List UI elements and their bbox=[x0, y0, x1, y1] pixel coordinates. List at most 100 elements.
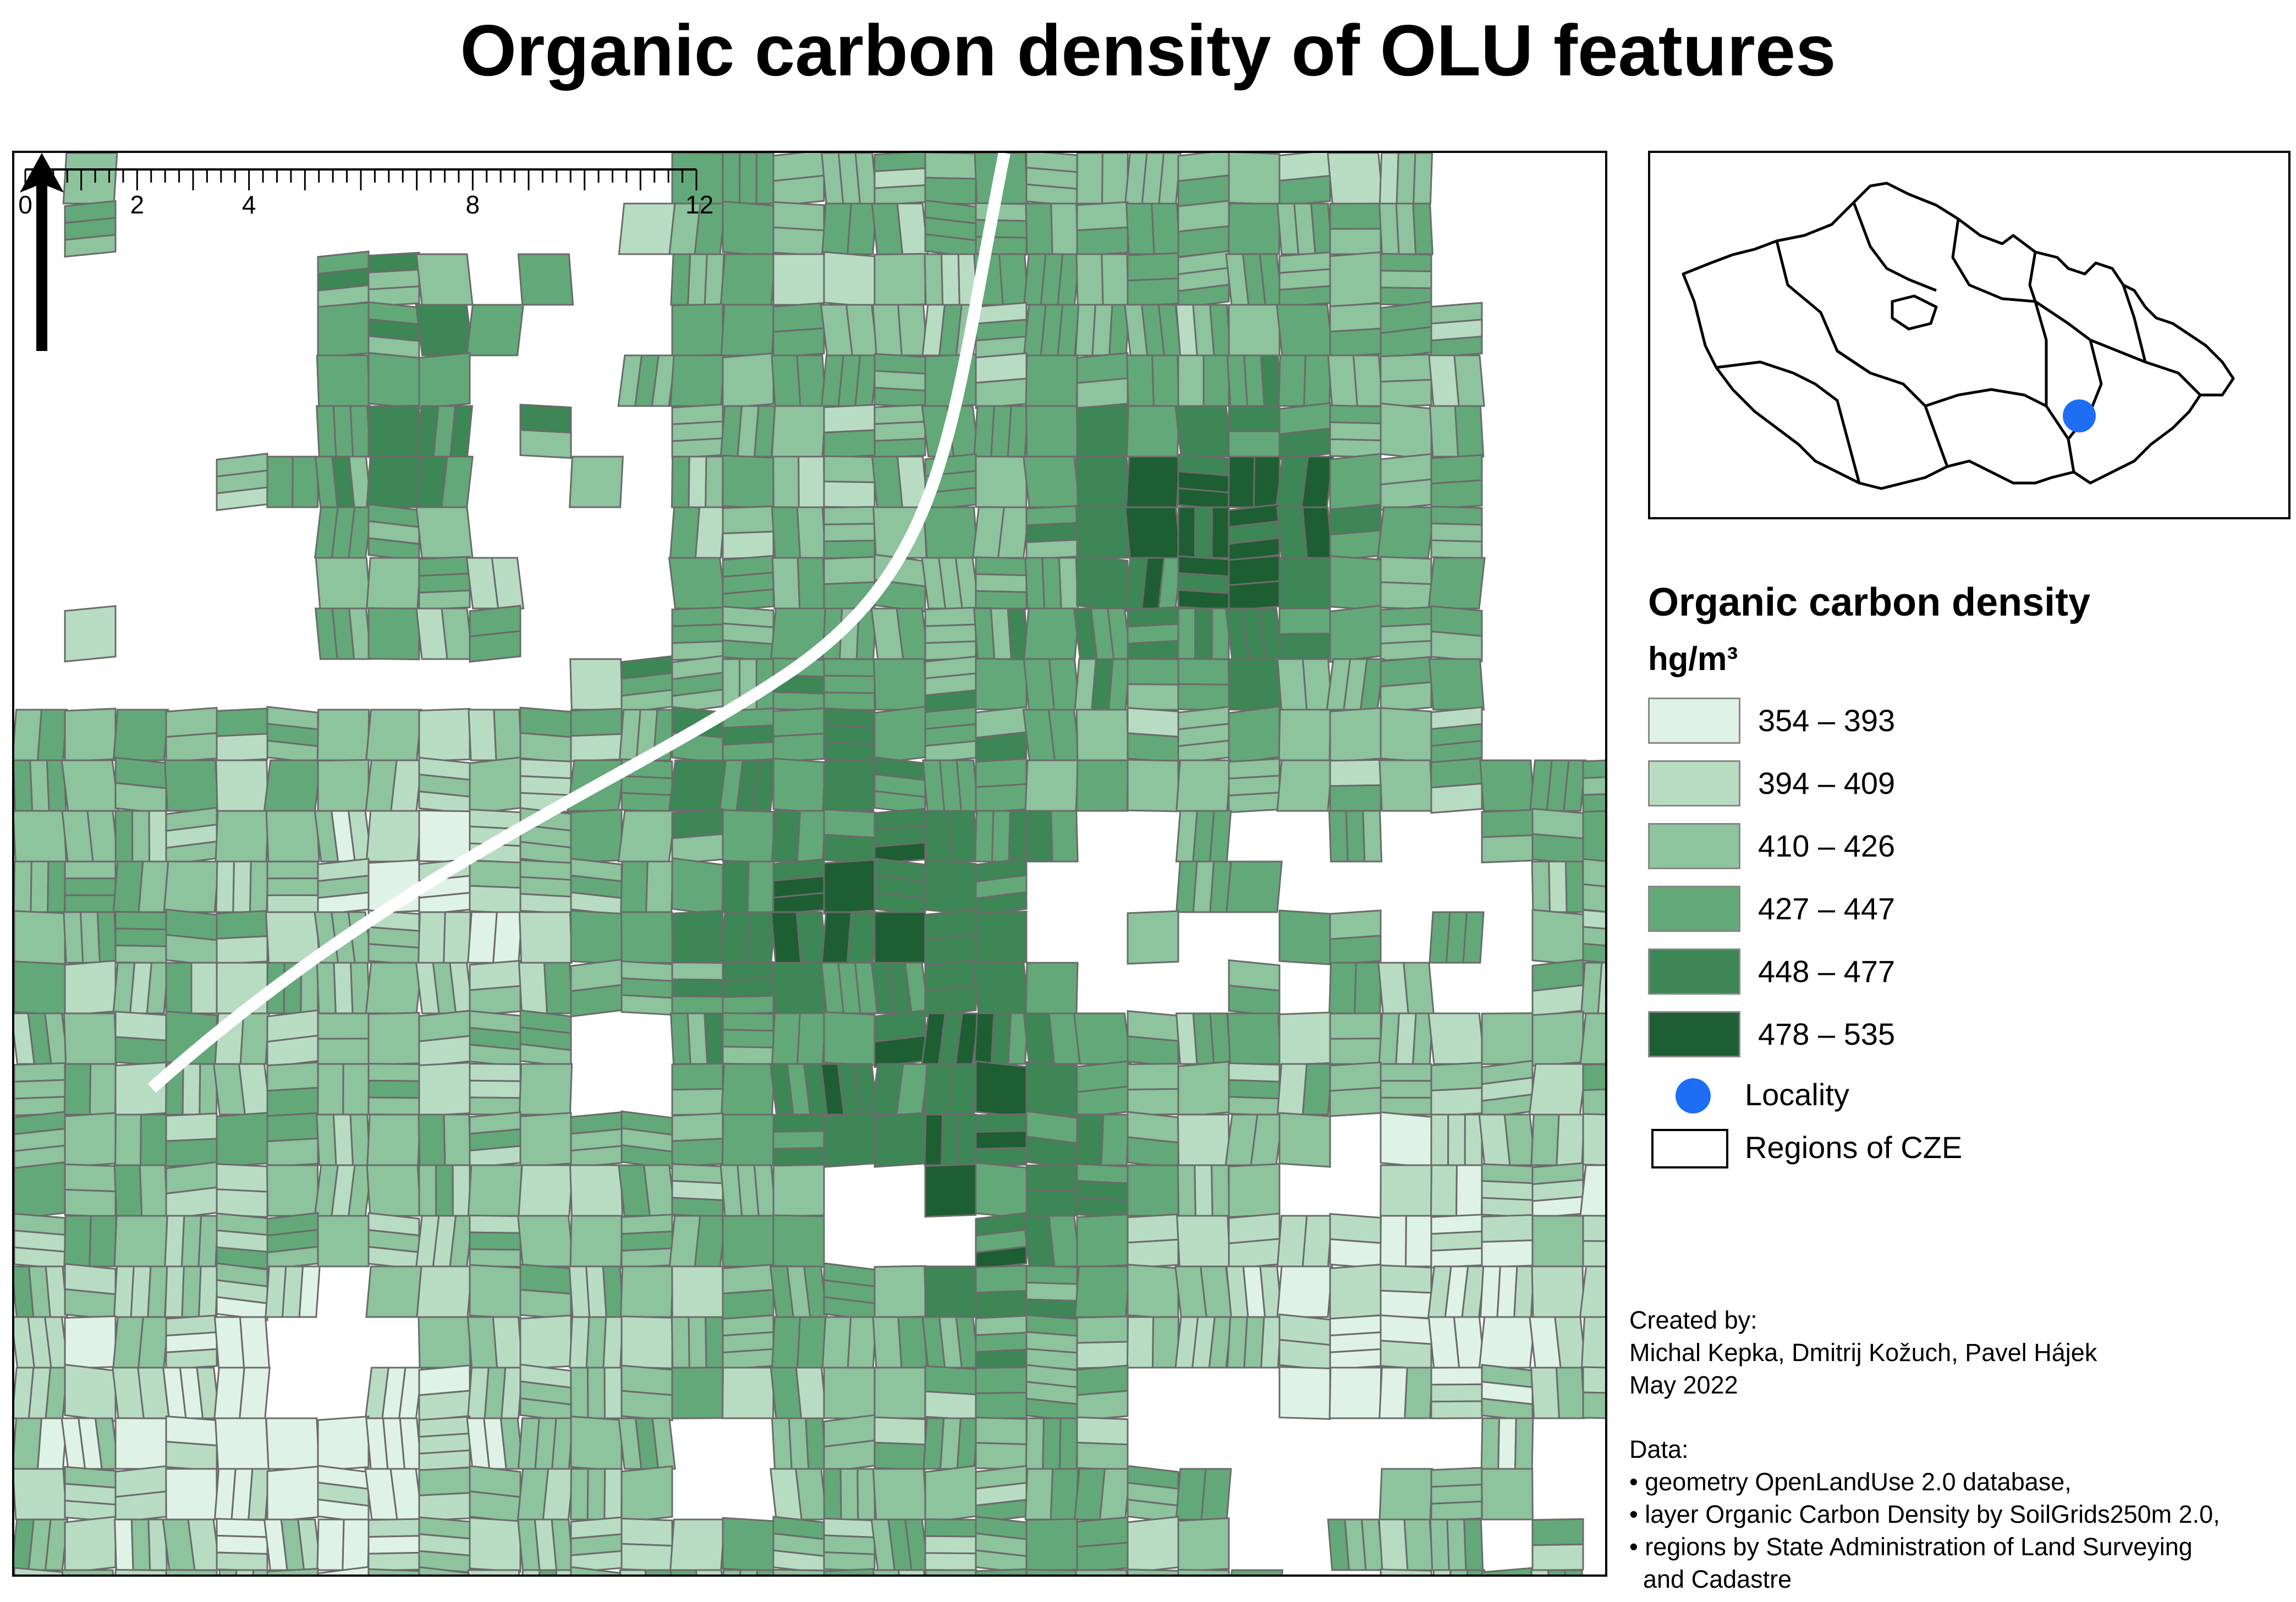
olu-parcel bbox=[975, 758, 1028, 788]
olu-parcel bbox=[948, 810, 979, 863]
olu-parcel bbox=[721, 860, 750, 913]
olu-parcel bbox=[720, 304, 776, 356]
olu-parcel bbox=[342, 1518, 370, 1571]
olu-parcel bbox=[924, 984, 977, 1018]
olu-parcel bbox=[872, 1468, 928, 1521]
scale-tick-label: 2 bbox=[130, 190, 145, 219]
credits-source: • geometry OpenLandUse 2.0 database, bbox=[1629, 1468, 2072, 1496]
olu-parcel bbox=[1024, 759, 1079, 812]
olu-parcel bbox=[1047, 709, 1081, 761]
olu-parcel bbox=[1025, 1568, 1078, 1574]
olu-parcel bbox=[139, 1113, 168, 1166]
olu-parcel bbox=[1228, 792, 1281, 814]
olu-parcel bbox=[469, 859, 521, 889]
olu-parcel bbox=[367, 404, 420, 458]
olu-parcel bbox=[795, 1468, 828, 1521]
olu-parcel bbox=[1481, 1567, 1534, 1574]
olu-parcel bbox=[1301, 1215, 1333, 1268]
olu-parcel bbox=[1329, 1087, 1382, 1117]
olu-parcel bbox=[620, 994, 673, 1016]
olu-parcel bbox=[63, 911, 84, 964]
olu-parcel bbox=[1194, 506, 1213, 559]
olu-parcel bbox=[1514, 1417, 1534, 1470]
olu-parcel bbox=[975, 456, 1028, 508]
olu-parcel bbox=[975, 1060, 1028, 1118]
olu-parcel bbox=[1430, 1484, 1483, 1505]
olu-parcel bbox=[1481, 1180, 1534, 1201]
olu-parcel bbox=[1076, 403, 1129, 460]
olu-parcel bbox=[1007, 1012, 1029, 1065]
main-map-frame[interactable]: 0 2 4 8 12 km bbox=[12, 151, 1607, 1577]
olu-parcel bbox=[1076, 1085, 1129, 1118]
olu-parcel bbox=[1126, 405, 1180, 458]
scale-end-label: 12 km bbox=[685, 190, 718, 219]
olu-parcel bbox=[1329, 529, 1382, 561]
olu-parcel bbox=[1582, 883, 1605, 913]
olu-parcel bbox=[1380, 378, 1432, 408]
olu-parcel bbox=[874, 437, 926, 459]
olu-parcel bbox=[1327, 153, 1384, 205]
olu-parcel bbox=[1127, 1568, 1179, 1574]
olu-parcel bbox=[418, 573, 471, 594]
olu-parcel bbox=[847, 1316, 877, 1369]
olu-parcel bbox=[1429, 405, 1459, 458]
olu-parcel bbox=[239, 1316, 271, 1369]
olu-parcel bbox=[1582, 1215, 1605, 1242]
olu-parcel bbox=[518, 1063, 573, 1116]
olu-parcel bbox=[570, 707, 623, 737]
olu-parcel bbox=[570, 1145, 623, 1168]
olu-parcel bbox=[165, 934, 218, 967]
olu-parcel bbox=[998, 253, 1029, 306]
olu-parcel bbox=[1127, 1164, 1179, 1217]
olu-parcel bbox=[418, 1566, 471, 1574]
olu-features-map[interactable] bbox=[14, 153, 1605, 1574]
olu-parcel bbox=[1177, 607, 1196, 660]
legend-class: 394 – 409 bbox=[1648, 753, 2292, 815]
olu-parcel bbox=[1329, 421, 1382, 442]
olu-parcel bbox=[651, 354, 677, 407]
olu-parcel bbox=[441, 607, 474, 660]
olu-parcel bbox=[1058, 1417, 1079, 1470]
olu-parcel bbox=[1404, 1367, 1433, 1419]
olu-parcel bbox=[1579, 1012, 1605, 1065]
olu-parcel bbox=[924, 623, 977, 644]
olu-parcel bbox=[570, 984, 623, 1018]
olu-parcel bbox=[1556, 1113, 1585, 1166]
legend-swatch bbox=[1648, 948, 1740, 995]
olu-parcel bbox=[705, 1316, 724, 1369]
olu-parcel bbox=[64, 1188, 117, 1218]
olu-parcel bbox=[924, 606, 977, 627]
legend-swatch bbox=[1648, 823, 1740, 869]
olu-parcel bbox=[435, 1164, 454, 1217]
olu-parcel bbox=[165, 1348, 218, 1370]
olu-parcel bbox=[14, 1468, 68, 1521]
olu-parcel bbox=[570, 809, 623, 864]
olu-parcel bbox=[1380, 1063, 1432, 1082]
olu-parcel bbox=[367, 1062, 420, 1082]
olu-parcel bbox=[1430, 1367, 1483, 1386]
olu-parcel bbox=[1378, 1518, 1409, 1571]
olu-parcel bbox=[874, 404, 926, 425]
olu-parcel bbox=[719, 253, 777, 306]
legend-class-label: 448 – 477 bbox=[1758, 954, 1896, 989]
olu-parcel bbox=[722, 1288, 775, 1320]
olu-parcel bbox=[1127, 1035, 1179, 1067]
legend: Organic carbon density hg/m³ 354 – 393 39… bbox=[1648, 578, 2292, 1177]
olu-parcel bbox=[316, 354, 371, 407]
olu-parcel bbox=[1151, 354, 1180, 407]
olu-parcel bbox=[1228, 1238, 1281, 1270]
olu-parcel bbox=[1101, 153, 1129, 205]
olu-parcel bbox=[1582, 759, 1605, 779]
olu-parcel bbox=[1481, 809, 1534, 838]
olu-parcel bbox=[216, 910, 268, 940]
olu-parcel bbox=[1430, 1214, 1483, 1235]
olu-parcel bbox=[466, 1316, 498, 1369]
olu-parcel bbox=[620, 911, 674, 964]
olu-parcel bbox=[165, 732, 218, 764]
olu-parcel bbox=[1075, 1113, 1105, 1166]
olu-parcel bbox=[64, 860, 117, 880]
olu-parcel bbox=[367, 1518, 420, 1538]
locator-map bbox=[1648, 151, 2290, 519]
olu-parcel bbox=[519, 775, 572, 796]
olu-parcel bbox=[1380, 556, 1432, 585]
